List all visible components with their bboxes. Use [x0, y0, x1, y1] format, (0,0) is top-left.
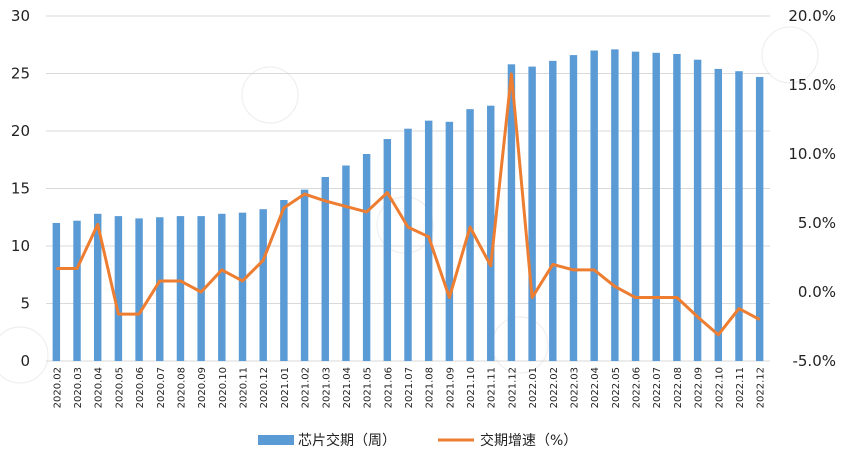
bar [528, 66, 536, 361]
y-right-tick-label: 10.0% [788, 145, 836, 163]
y-left-tick-label: 0 [20, 352, 30, 370]
x-tick-label: 2022.08 [673, 367, 684, 408]
y-left-tick-label: 30 [11, 7, 30, 25]
bar [93, 213, 102, 361]
x-tick-label: 2021.08 [425, 367, 436, 408]
x-tick-label: 2021.12 [507, 367, 518, 408]
bar [487, 105, 495, 361]
y-right-tick-label: 15.0% [788, 76, 836, 94]
bar [735, 71, 743, 361]
x-tick-label: 2022.09 [694, 367, 705, 408]
bar [507, 64, 516, 362]
x-tick-label: 2021.06 [383, 367, 394, 408]
bar [755, 76, 764, 361]
bar [135, 218, 143, 361]
x-axis: 2020.02 2020.03 2020.04 2020.05 2020.06 2020.… [52, 367, 766, 408]
bar [404, 128, 412, 361]
x-tick-label: 2022.05 [611, 367, 622, 408]
watermark-logo [761, 26, 819, 84]
y-left-tick-label: 10 [11, 237, 30, 255]
y-right-tick-label: -5.0% [792, 352, 836, 370]
y-left-tick-label: 5 [20, 295, 30, 313]
bar [156, 217, 164, 361]
bar [342, 165, 350, 361]
x-tick-label: 2020.09 [197, 367, 208, 408]
bar [218, 213, 226, 361]
x-tick-label: 2022.03 [569, 367, 580, 408]
x-tick-label: 2022.02 [549, 367, 560, 408]
x-tick-label: 2020.03 [73, 367, 84, 408]
x-tick-label: 2022.10 [714, 367, 725, 408]
bar [52, 223, 61, 361]
x-tick-label: 2022.12 [756, 367, 767, 408]
legend-bar-swatch [258, 435, 294, 445]
x-tick-label: 2021.09 [445, 367, 456, 408]
x-tick-label: 2021.01 [280, 367, 291, 408]
bar [445, 121, 454, 361]
bar-series [52, 49, 764, 362]
y-right-tick-label: 5.0% [798, 214, 836, 232]
x-tick-label: 2020.07 [156, 367, 167, 408]
bar [466, 109, 474, 362]
bar [176, 216, 185, 361]
bar [549, 60, 557, 361]
bar [652, 52, 660, 362]
x-tick-label: 2021.07 [404, 367, 415, 408]
bar [611, 49, 619, 361]
x-tick-label: 2022.11 [735, 367, 746, 408]
x-tick-label: 2020.02 [52, 367, 63, 408]
x-tick-label: 2021.04 [342, 367, 353, 408]
x-tick-label: 2021.02 [301, 367, 312, 408]
watermark-logo [491, 316, 549, 374]
x-tick-label: 2020.04 [94, 367, 105, 408]
bar [362, 154, 371, 361]
bar [590, 50, 598, 361]
x-tick-label: 2022.06 [632, 367, 643, 408]
bar [693, 59, 702, 361]
x-tick-label: 2020.12 [259, 367, 270, 408]
y-axis-right: -5.0% 0.0% 5.0% 10.0% 15.0% 20.0% [788, 7, 836, 370]
y-axis-left: 0 5 10 15 20 25 30 [11, 7, 30, 370]
bar [259, 209, 267, 361]
bar [197, 216, 205, 361]
x-tick-label: 2020.06 [135, 367, 146, 408]
bar [383, 139, 392, 361]
legend-bar-label: 芯片交期（周） [298, 432, 396, 449]
y-right-tick-label: 20.0% [788, 7, 836, 25]
x-tick-label: 2020.08 [176, 367, 187, 408]
x-tick-label: 2022.01 [528, 367, 539, 408]
y-left-tick-label: 20 [11, 122, 30, 140]
bar [300, 189, 309, 361]
x-tick-label: 2021.05 [363, 367, 374, 408]
bar [280, 200, 288, 361]
x-tick-label: 2022.04 [590, 367, 601, 408]
x-tick-label: 2021.11 [487, 367, 498, 408]
y-left-tick-label: 15 [11, 180, 30, 198]
watermark-logo [241, 66, 299, 124]
bar [114, 216, 123, 361]
x-tick-label: 2020.11 [239, 367, 250, 408]
bar [321, 177, 329, 361]
bar [631, 51, 640, 362]
watermark-logo [0, 326, 49, 384]
legend: 芯片交期（周） 交期增速（%） [258, 432, 577, 449]
y-right-tick-label: 0.0% [798, 283, 836, 301]
x-tick-label: 2021.03 [321, 367, 332, 408]
y-left-tick-label: 25 [11, 65, 30, 83]
legend-line-label: 交期增速（%） [480, 432, 577, 449]
line-series [56, 72, 761, 337]
bar [238, 212, 247, 361]
bar [714, 68, 723, 362]
x-tick-label: 2021.10 [466, 367, 477, 408]
bar [73, 220, 81, 361]
bar [673, 53, 681, 361]
x-tick-label: 2020.10 [218, 367, 229, 408]
x-tick-label: 2022.07 [652, 367, 663, 408]
x-tick-label: 2020.05 [114, 367, 125, 408]
bar [569, 55, 578, 361]
